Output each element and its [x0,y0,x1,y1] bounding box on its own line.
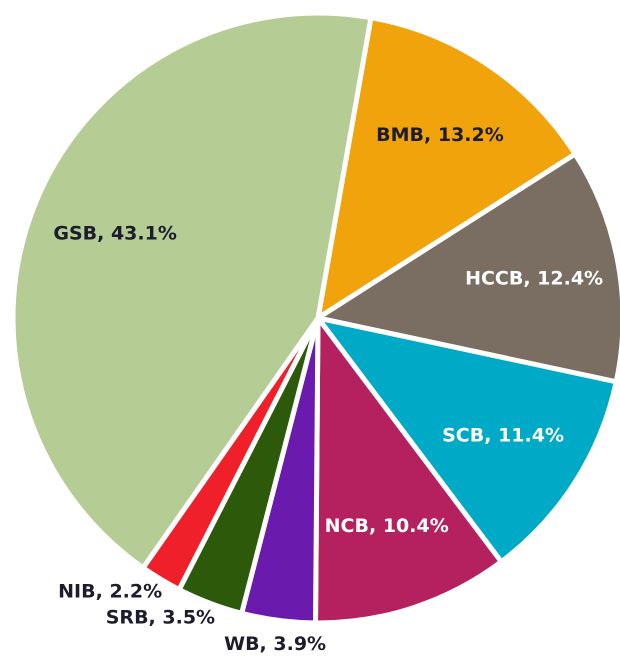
data-label: GSB, 43.1% [53,222,177,244]
data-label: NIB, 2.2% [58,581,162,603]
data-label: SRB, 3.5% [106,606,215,628]
pie-slice [10,10,374,571]
data-label: BMB, 13.2% [376,124,504,146]
data-label: SCB, 11.4% [442,425,564,447]
pie-slice [315,315,619,565]
pie-slice [313,315,504,626]
data-label: WB, 3.9% [224,633,326,655]
data-label: NCB, 10.4% [325,515,449,537]
pie-slice [315,15,578,321]
data-label: HCCB, 12.4% [465,267,603,289]
